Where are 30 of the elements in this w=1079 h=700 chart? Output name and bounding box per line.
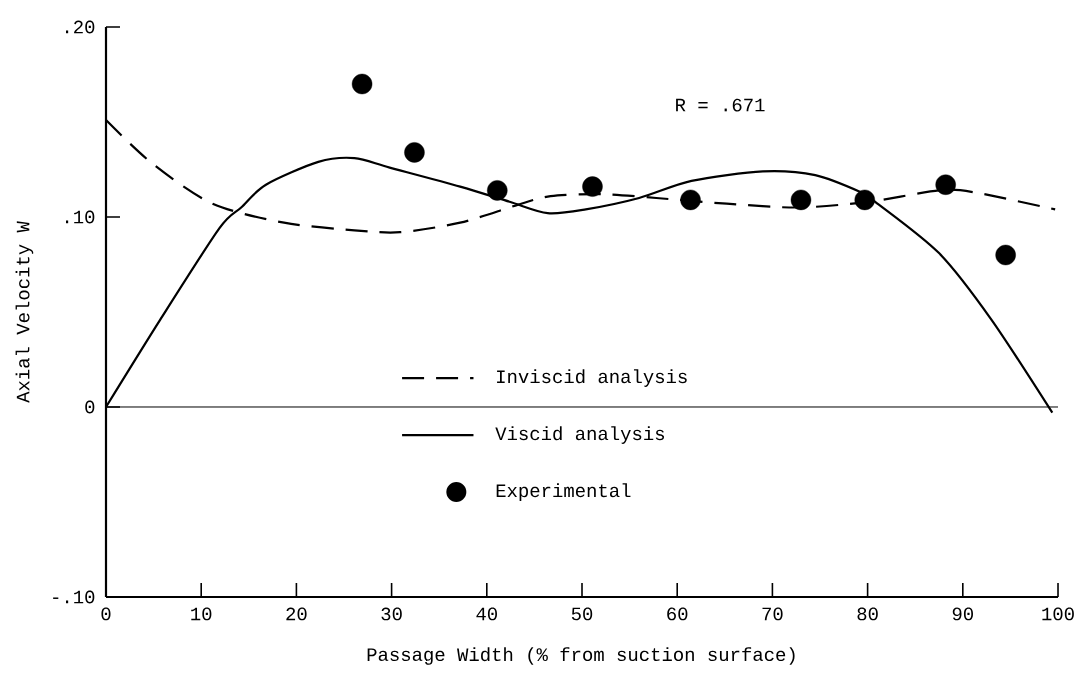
point — [680, 189, 701, 211]
x-tick-label: 30 — [381, 607, 402, 621]
legend-label: Experimental — [496, 483, 631, 501]
y-tick-label: .10 — [65, 210, 95, 224]
x-tick-label: 50 — [571, 607, 593, 621]
legend-label: Inviscid analysis — [497, 369, 687, 387]
point — [935, 174, 956, 195]
x-tick-label: 70 — [762, 607, 783, 621]
y-axis-title: Axial Velocity W — [15, 221, 34, 403]
x-tick-label: 90 — [952, 607, 973, 621]
x-tick-label: 40 — [476, 607, 497, 621]
y-tick-label: 0 — [85, 400, 95, 414]
x-tick-label: 60 — [667, 607, 688, 621]
x-tick-label: 0 — [101, 607, 111, 621]
x-tick-label: 100 — [1042, 607, 1074, 621]
y-tick-label: -.10 — [53, 590, 95, 604]
y-tick-label: .20 — [65, 20, 95, 34]
point — [351, 73, 373, 95]
x-tick-label: 20 — [286, 607, 307, 621]
point — [854, 189, 875, 211]
point — [995, 244, 1016, 266]
x-tick-label: 80 — [857, 607, 878, 621]
point — [487, 180, 508, 201]
legend-label: Viscid analysis — [495, 426, 665, 444]
annotation: R = .671 — [676, 98, 765, 112]
x-tick-label: 10 — [191, 607, 212, 621]
point — [404, 142, 425, 163]
x-axis-title: Passage Width (% from suction surface) — [367, 647, 795, 665]
point — [582, 176, 603, 197]
point — [790, 189, 812, 211]
